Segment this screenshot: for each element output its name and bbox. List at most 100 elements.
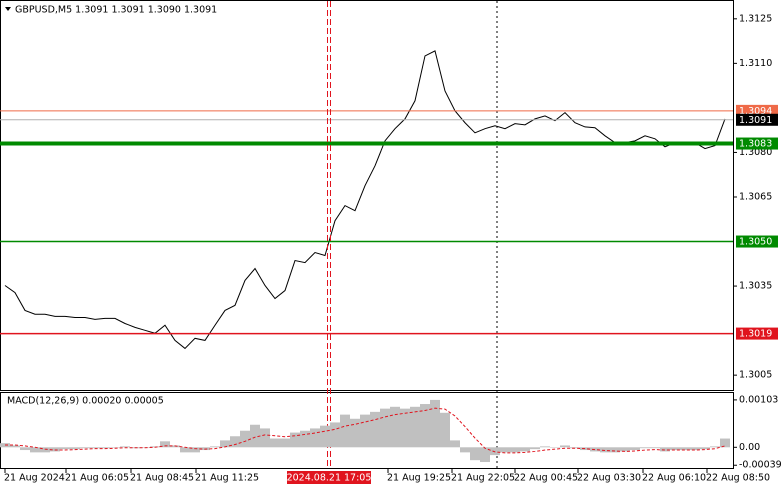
x-tick-label: 22 Aug 08:50	[706, 473, 770, 484]
macd-bar	[450, 440, 460, 448]
macd-bar	[90, 447, 100, 449]
macd-bar	[670, 447, 680, 451]
level-label-box	[736, 113, 778, 126]
macd-bar	[600, 447, 610, 453]
level-label: 1.3083	[739, 139, 772, 150]
level-label-box	[736, 327, 778, 340]
x-tick-label: 21 Aug 2024	[4, 473, 65, 484]
macd-bar	[30, 447, 40, 453]
macd-bar	[340, 414, 350, 448]
y-tick-label: 0.00	[739, 442, 760, 453]
macd-bar	[720, 438, 730, 448]
macd-bar	[640, 447, 650, 449]
macd-bar	[360, 414, 370, 448]
macd-bar	[540, 446, 550, 448]
macd-bar	[120, 446, 130, 448]
macd-bar	[390, 406, 400, 448]
macd-bar	[560, 445, 570, 448]
macd-bar	[550, 447, 560, 448]
y-tick-label: 1.3005	[739, 370, 772, 381]
macd-bar	[280, 438, 290, 448]
price-panel-border	[0, 0, 734, 391]
level-label: 1.3050	[739, 237, 772, 248]
macd-bar	[350, 418, 360, 448]
macd-bar	[250, 424, 260, 448]
macd-bar	[470, 447, 480, 461]
x-tick-label: 22 Aug 03:30	[577, 473, 641, 484]
macd-bar	[50, 447, 60, 452]
chart-title: GBPUSD,M5 1.3091 1.3091 1.3090 1.3091	[15, 5, 217, 16]
cursor-label: 2024.08.21 17:05	[287, 473, 372, 484]
macd-bar	[290, 432, 300, 448]
macd-bar	[690, 447, 700, 451]
macd-bar	[190, 447, 200, 453]
level-label: 1.3094	[739, 106, 772, 117]
macd-bar	[330, 422, 340, 448]
macd-title: MACD(12,26,9) 0.00020 0.00005	[7, 396, 164, 407]
macd-bar	[710, 446, 720, 448]
y-tick-label: 0.00103	[739, 394, 778, 405]
x-tick-label: 22 Aug 06:10	[642, 473, 706, 484]
macd-bar	[20, 447, 30, 451]
signal-line	[5, 407, 726, 454]
price-line	[4, 50, 726, 350]
macd-bar	[310, 428, 320, 448]
cursor-label-box	[287, 471, 371, 484]
macd-bar	[300, 430, 310, 448]
level-label: 1.3091	[739, 115, 772, 126]
level-label-box	[736, 137, 778, 150]
macd-bar	[430, 399, 440, 448]
macd-bar	[410, 406, 420, 448]
macd-bar	[380, 408, 390, 448]
x-tick-label: 21 Aug 19:25	[387, 473, 451, 484]
macd-bar	[210, 446, 220, 448]
y-tick-label: 1.3080	[739, 147, 772, 158]
y-tick-label: 1.3065	[739, 191, 772, 202]
macd-bar	[70, 447, 80, 450]
y-tick-label: -0.00039	[739, 460, 781, 471]
x-tick-label: 21 Aug 11:25	[195, 473, 259, 484]
macd-bar	[370, 411, 380, 448]
macd-bar	[100, 447, 110, 449]
macd-bar	[160, 441, 170, 448]
macd-bar	[270, 438, 280, 448]
y-tick-label: 1.3110	[739, 58, 772, 69]
macd-panel-border	[0, 392, 734, 469]
macd-bar	[660, 447, 670, 452]
macd-bar	[700, 447, 710, 450]
y-tick-label: 1.3035	[739, 281, 772, 292]
macd-bar	[40, 447, 50, 453]
x-tick-label: 21 Aug 08:45	[130, 473, 194, 484]
x-tick-label: 22 Aug 00:45	[514, 473, 578, 484]
macd-bar	[440, 412, 450, 448]
macd-bar	[180, 447, 190, 453]
macd-bar	[480, 447, 490, 463]
macd-bar	[610, 447, 620, 453]
macd-bar	[110, 447, 120, 448]
macd-bar	[80, 447, 90, 449]
x-tick-label: 21 Aug 06:05	[65, 473, 129, 484]
macd-bar	[420, 404, 430, 448]
macd-bar	[220, 440, 230, 448]
macd-bar	[510, 447, 520, 453]
level-label: 1.3019	[739, 329, 772, 340]
x-tick-label: 21 Aug 22:05	[451, 473, 515, 484]
macd-bar	[10, 445, 20, 448]
macd-bar	[60, 447, 70, 450]
macd-bar	[460, 447, 470, 453]
level-label-box	[736, 235, 778, 248]
macd-bar	[680, 447, 690, 451]
menu-triangle	[5, 7, 11, 11]
macd-bar	[530, 447, 540, 450]
macd-bar	[520, 447, 530, 452]
macd-bar	[240, 430, 250, 448]
macd-bar	[320, 425, 330, 448]
macd-bar	[630, 447, 640, 451]
macd-bar	[260, 428, 270, 448]
macd-bar	[230, 436, 240, 448]
macd-bar	[500, 447, 510, 453]
y-tick-label: 1.3125	[739, 13, 772, 24]
macd-bar	[490, 447, 500, 456]
macd-bar	[650, 447, 660, 449]
